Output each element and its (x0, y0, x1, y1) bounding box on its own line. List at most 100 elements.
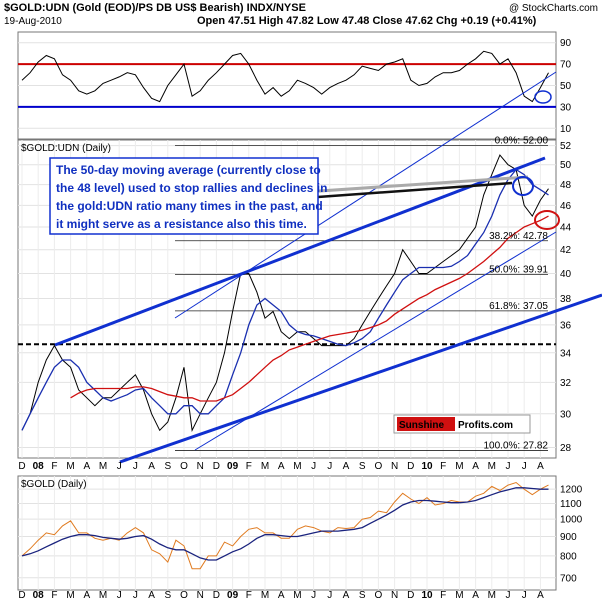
highlight-circle (534, 210, 560, 230)
x-tick-label: A (278, 590, 285, 601)
x-tick-label: A (537, 461, 544, 472)
annotation-text: The 50-day moving average (currently clo… (56, 163, 321, 177)
header-title: $GOLD:UDN (Gold (EOD)/PS DB US$ Bearish)… (4, 2, 306, 14)
y-tick-label: 32 (560, 378, 572, 389)
x-tick-label: M (488, 590, 496, 601)
x-tick-label: A (83, 590, 90, 601)
x-tick-label: M (66, 461, 74, 472)
x-tick-label: A (537, 590, 544, 601)
y-tick-label: 1100 (560, 499, 582, 510)
x-tick-label: O (180, 461, 188, 472)
y-tick-label: 30 (560, 409, 572, 420)
x-tick-label: F (246, 461, 252, 472)
x-tick-label: A (148, 461, 155, 472)
x-tick-label: J (522, 590, 527, 601)
y-tick-label: 50 (560, 81, 572, 92)
x-tick-label: O (375, 590, 383, 601)
annotation-text: the gold:UDN ratio many times in the pas… (56, 199, 323, 213)
y-tick-label: 700 (560, 573, 577, 584)
x-tick-label: F (440, 590, 446, 601)
highlight-circle (512, 176, 534, 196)
x-tick-label: A (472, 590, 479, 601)
x-tick-label: O (375, 461, 383, 472)
x-tick-label: 10 (421, 461, 433, 472)
y-tick-label: 38 (560, 294, 572, 305)
x-tick-label: A (148, 590, 155, 601)
x-tick-label: M (455, 461, 463, 472)
x-tick-label: D (407, 590, 414, 601)
x-tick-label: J (522, 461, 527, 472)
series-line (21, 154, 549, 433)
y-tick-label: 10 (560, 124, 572, 135)
logo-red (397, 417, 455, 431)
y-tick-label: 30 (560, 102, 572, 113)
annotation-text: it might serve as a resistance also this… (56, 217, 307, 231)
series-line (21, 50, 549, 103)
x-tick-label: A (343, 461, 350, 472)
y-tick-label: 52 (560, 141, 572, 152)
x-tick-label: N (197, 590, 204, 601)
x-tick-label: F (246, 590, 252, 601)
panel-title: $GOLD (Daily) (21, 479, 87, 490)
series-line (21, 487, 549, 561)
y-tick-label: 28 (560, 443, 572, 454)
header-date: 19-Aug-2010 (4, 16, 62, 27)
header-quote: Open 47.51 High 47.82 Low 47.48 Close 47… (197, 15, 537, 27)
x-tick-label: M (455, 590, 463, 601)
fib-label: 0.0%: 52.00 (495, 136, 549, 147)
gold-panel (17, 475, 557, 591)
x-tick-label: F (51, 590, 57, 601)
x-tick-label: A (472, 461, 479, 472)
x-tick-label: M (261, 461, 269, 472)
x-tick-label: F (51, 461, 57, 472)
y-tick-label: 50 (560, 160, 572, 171)
resistance-line (289, 175, 529, 195)
annotations (54, 71, 602, 464)
x-tick-label: M (99, 461, 107, 472)
trendline (174, 71, 557, 319)
x-tick-label: M (488, 461, 496, 472)
x-tick-label: D (18, 461, 25, 472)
x-tick-label: J (327, 590, 332, 601)
y-tick-label: 900 (560, 532, 577, 543)
fib-label: 50.0%: 39.91 (489, 265, 548, 276)
x-tick-label: J (327, 461, 332, 472)
y-tick-label: 44 (560, 223, 572, 234)
x-tick-label: M (293, 590, 301, 601)
x-tick-label: D (407, 461, 414, 472)
logo-text: Sunshine (399, 420, 444, 431)
fib-label: 100.0%: 27.82 (484, 441, 549, 452)
trendline (54, 156, 546, 347)
x-tick-label: J (311, 590, 316, 601)
x-tick-label: M (66, 590, 74, 601)
x-tick-label: J (133, 461, 138, 472)
annotation-text: the 48 level) used to stop rallies and d… (56, 181, 327, 195)
x-tick-label: N (197, 461, 204, 472)
x-tick-label: N (391, 461, 398, 472)
x-tick-label: A (343, 590, 350, 601)
x-tick-label: N (391, 590, 398, 601)
header-source: @ StockCharts.com (509, 3, 598, 14)
x-tick-label: S (164, 461, 171, 472)
resistance-line (289, 181, 513, 201)
x-tick-label: 10 (421, 590, 433, 601)
annotation-box (49, 157, 319, 235)
y-tick-label: 800 (560, 551, 577, 562)
fib-label: 61.8%: 37.05 (489, 301, 548, 312)
x-tick-label: D (213, 461, 220, 472)
x-tick-label: D (213, 590, 220, 601)
y-tick-label: 70 (560, 60, 572, 71)
x-tick-label: M (99, 590, 107, 601)
y-tick-label: 46 (560, 201, 572, 212)
x-tick-label: D (18, 590, 25, 601)
trendline (119, 293, 602, 464)
y-tick-label: 48 (560, 180, 572, 191)
series-line (21, 168, 549, 431)
x-tick-label: J (506, 590, 511, 601)
x-tick-label: 08 (33, 590, 45, 601)
x-tick-label: J (133, 590, 138, 601)
y-tick-label: 90 (560, 38, 572, 49)
